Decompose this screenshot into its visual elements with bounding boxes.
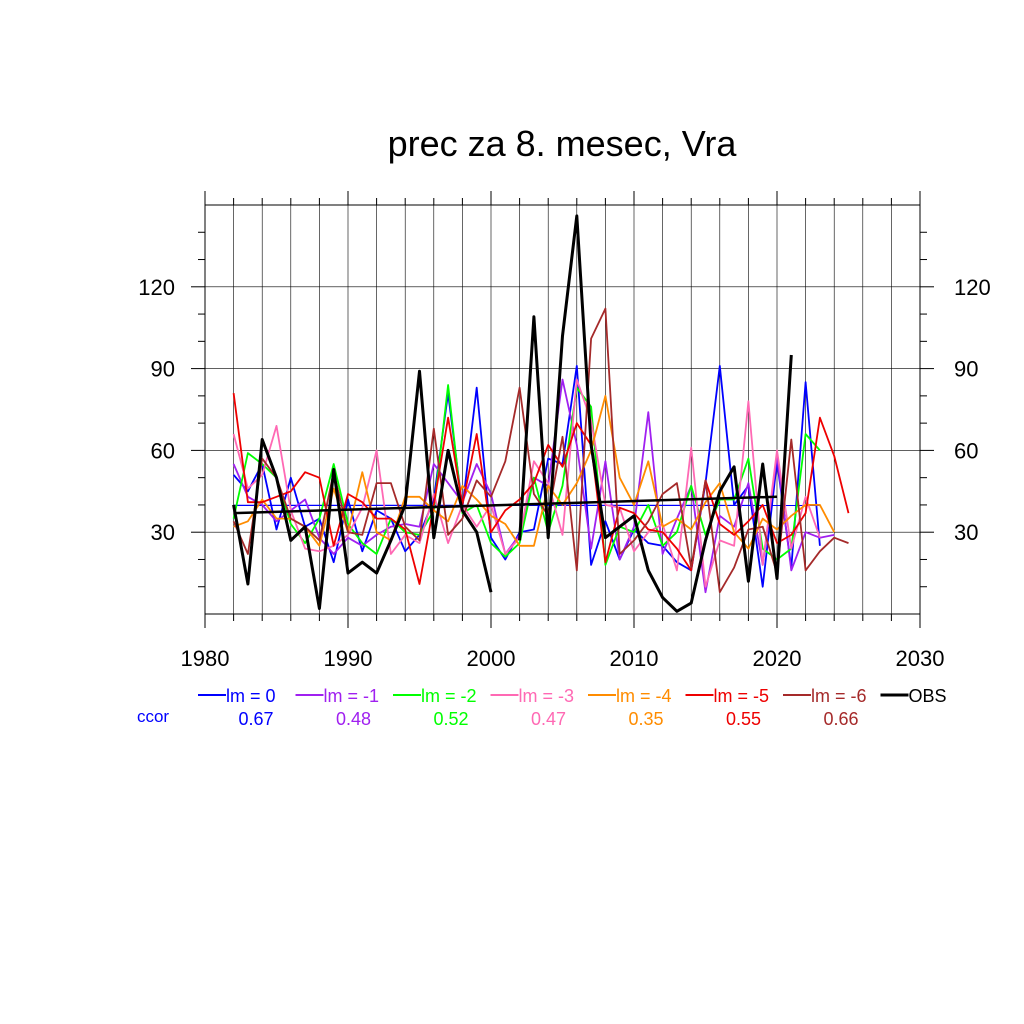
y-tick-label: 120 — [138, 275, 175, 300]
grid — [205, 205, 920, 614]
x-tick-label: 1990 — [324, 646, 373, 671]
legend-item: lm = 0 0.67 — [198, 686, 276, 729]
series-lines — [232, 214, 850, 613]
series-0 — [232, 364, 821, 588]
legend-item: lm = -5 0.55 — [685, 686, 770, 729]
legend-label: OBS — [909, 686, 947, 706]
axis-ticks: 1980 1990 2000 2010 2020 2030 30 30 60 60 90 90 120 1… — [138, 191, 991, 671]
x-tick-label: 2000 — [467, 646, 516, 671]
series-line — [518, 214, 793, 613]
series-line — [233, 394, 835, 550]
legend-item: lm = -2 0.52 — [393, 686, 477, 729]
y-tick-label: 30 — [151, 520, 175, 545]
series-line — [232, 369, 493, 610]
y-tick-label-right: 120 — [954, 275, 991, 300]
x-tick-label: 1980 — [181, 646, 230, 671]
legend-item: lm = -4 0.35 — [588, 686, 672, 729]
ccor-label: ccor — [137, 707, 169, 726]
legend: lm = 0 0.67 lm = -1 0.48 lm = -2 0.52 lm = -3 0… — [198, 686, 947, 729]
plot-frame — [204, 204, 921, 615]
legend-item: lm = -3 0.47 — [490, 686, 575, 729]
legend-item: OBS — [880, 686, 947, 706]
series-line — [232, 378, 821, 588]
series-line — [232, 364, 821, 588]
legend-ccor-value: 0.52 — [433, 709, 468, 729]
x-tick-label: 2020 — [753, 646, 802, 671]
chart-title: prec za 8. mesec, Vra — [388, 123, 738, 164]
legend-ccor-value: 0.67 — [238, 709, 273, 729]
legend-label: lm = -6 — [811, 686, 867, 706]
x-tick-label: 2030 — [896, 646, 945, 671]
legend-label: lm = -5 — [714, 686, 770, 706]
legend-ccor-value: 0.47 — [531, 709, 566, 729]
series-line — [232, 392, 850, 585]
legend-item: lm = -6 0.66 — [783, 686, 867, 729]
series-7 — [232, 214, 793, 613]
y-tick-label-right: 60 — [954, 438, 978, 463]
series-5 — [232, 392, 850, 585]
legend-ccor-value: 0.48 — [336, 709, 371, 729]
series-4 — [233, 394, 835, 550]
legend-ccor-value: 0.55 — [726, 709, 761, 729]
legend-ccor-value: 0.35 — [628, 709, 663, 729]
legend-ccor-value: 0.66 — [823, 709, 858, 729]
legend-item: lm = -1 0.48 — [295, 686, 380, 729]
legend-label: lm = -4 — [616, 686, 672, 706]
legend-label: lm = -2 — [421, 686, 477, 706]
trend-line — [233, 495, 778, 515]
y-tick-label-right: 90 — [954, 357, 978, 382]
legend-label: lm = -1 — [324, 686, 380, 706]
legend-label: lm = 0 — [226, 686, 276, 706]
series-3 — [232, 378, 821, 588]
y-tick-label: 90 — [151, 357, 175, 382]
y-tick-label: 60 — [151, 438, 175, 463]
legend-label: lm = -3 — [519, 686, 575, 706]
x-tick-label: 2010 — [610, 646, 659, 671]
y-tick-label-right: 30 — [954, 520, 978, 545]
